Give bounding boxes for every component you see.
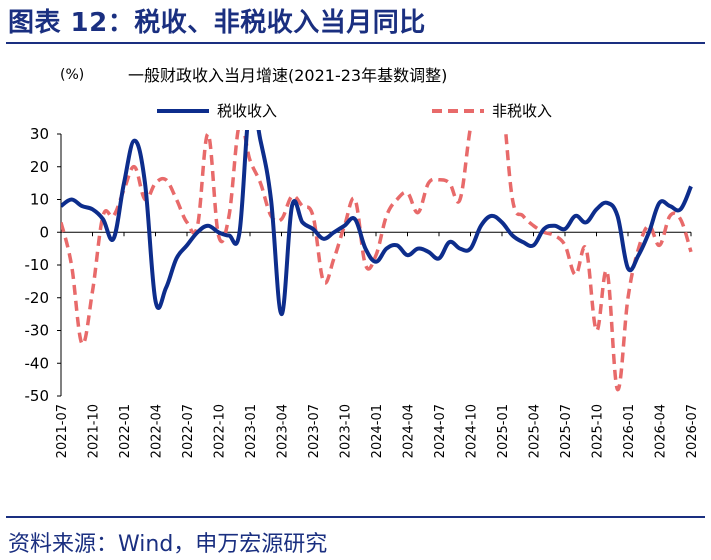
y-tick-label: -40 xyxy=(25,354,50,372)
y-tick-label: 10 xyxy=(30,191,49,209)
x-tick-label: 2026-01 xyxy=(622,404,637,458)
x-tick-label: 2023-04 xyxy=(276,404,291,458)
legend-label-tax: 税收收入 xyxy=(217,102,277,120)
x-tick-label: 2024-10 xyxy=(465,404,480,458)
y-tick-label: 0 xyxy=(39,223,49,241)
x-tick-label: 2021-07 xyxy=(55,404,70,458)
source-note: 资料来源：Wind，申万宏源研究 xyxy=(8,532,328,557)
y-tick-label: -20 xyxy=(25,289,50,307)
y-tick-label: 20 xyxy=(30,158,49,176)
x-tick-label: 2025-01 xyxy=(496,404,511,458)
x-tick-label: 2022-07 xyxy=(181,404,196,458)
x-tick-label: 2022-01 xyxy=(118,404,133,458)
x-tick-label: 2023-01 xyxy=(244,404,259,458)
y-tick-label: -10 xyxy=(25,256,50,274)
y-axis-unit: (%) xyxy=(60,67,84,83)
y-tick-label: -30 xyxy=(25,322,50,340)
x-tick-label: 2023-10 xyxy=(339,404,354,458)
x-tick-label: 2024-01 xyxy=(370,404,385,458)
x-tick-label: 2025-07 xyxy=(559,404,574,458)
overlay-layer: (%) 一般财政收入当月增速(2021-23年基数调整) 税收收入 非税收入 xyxy=(60,66,552,120)
figure-title: 图表 12：税收、非税收入当月同比 xyxy=(8,8,426,38)
series-line-nontax xyxy=(61,130,693,392)
y-tick-label: 30 xyxy=(30,125,49,143)
y-tick-label: -50 xyxy=(25,387,50,405)
chart: 30 20 10 0 -10 -20 -30 -40 -50 2021-07 2021-10 2022… xyxy=(25,66,701,458)
x-tick-label: 2026-04 xyxy=(654,404,669,458)
x-tick-label: 2025-10 xyxy=(591,404,606,458)
source-divider xyxy=(6,516,705,518)
x-tick-label: 2022-04 xyxy=(150,404,165,458)
title-divider xyxy=(6,42,705,44)
x-tick-label: 2021-10 xyxy=(87,404,102,458)
x-tick-label: 2025-04 xyxy=(528,404,543,458)
x-tick-label: 2023-07 xyxy=(307,404,322,458)
x-tick-label: 2022-10 xyxy=(213,404,228,458)
series-line-tax xyxy=(61,130,693,317)
x-tick-label: 2024-04 xyxy=(402,404,417,458)
x-tick-label: 2026-07 xyxy=(685,404,700,458)
x-tick-label: 2024-07 xyxy=(433,404,448,458)
legend-label-nontax: 非税收入 xyxy=(492,102,552,120)
chart-title: 一般财政收入当月增速(2021-23年基数调整) xyxy=(128,66,447,85)
chart-axes: 30 20 10 0 -10 -20 -30 -40 -50 2021-07 2021-10 2022… xyxy=(25,125,701,458)
series-layer xyxy=(61,130,693,392)
